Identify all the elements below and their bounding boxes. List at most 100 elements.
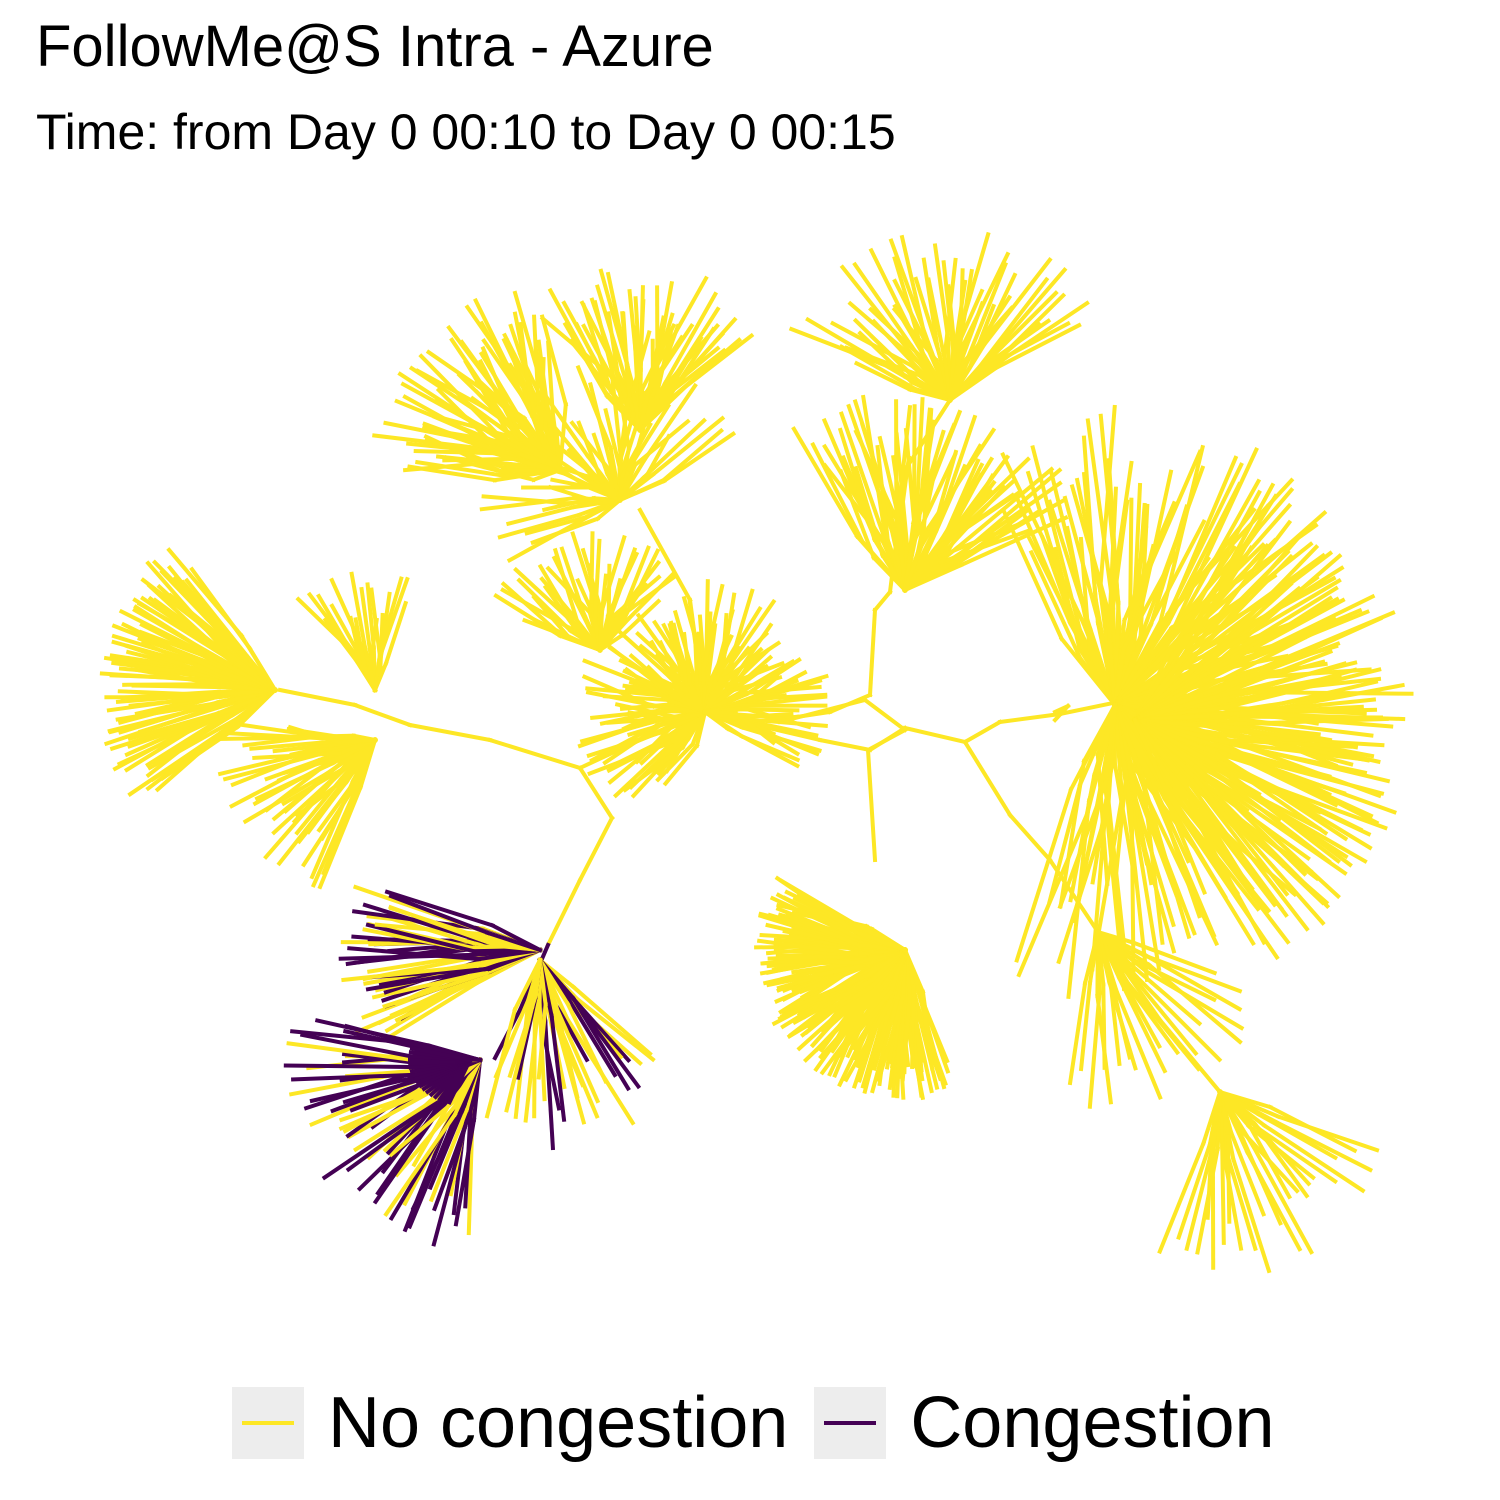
network-edge (480, 345, 525, 443)
network-edge (655, 741, 696, 783)
network-edge (836, 989, 894, 1059)
network-edge (912, 997, 940, 1091)
network-edge (952, 231, 991, 351)
legend-swatch-congestion (824, 1421, 877, 1425)
network-edge (611, 574, 662, 619)
network-edge (1203, 660, 1358, 702)
network-edge (1057, 779, 1109, 910)
network-edge (821, 988, 883, 1057)
network-edge (1181, 585, 1302, 686)
legend-key-no-congestion (232, 1387, 304, 1459)
network-edge (247, 645, 278, 693)
network-edge (1195, 1146, 1221, 1255)
network-edge (756, 938, 859, 957)
network-edge (906, 1002, 924, 1098)
network-edge (382, 970, 489, 1009)
network-edge (838, 411, 887, 541)
network-edge (133, 604, 233, 670)
network-edge (612, 741, 674, 799)
network-edge (577, 765, 615, 821)
network-edge (932, 243, 951, 342)
network-edge (1108, 976, 1133, 1060)
network-edge (926, 277, 948, 364)
network-edge (1200, 577, 1342, 665)
network-edge (117, 689, 218, 698)
network-edge (843, 998, 894, 1083)
network-edge (277, 687, 358, 708)
network-edge (384, 889, 495, 928)
network-edge (810, 441, 866, 545)
network-edge (838, 343, 918, 392)
network-edge (865, 727, 908, 753)
network-edge (1028, 549, 1083, 661)
network-edge (407, 722, 493, 743)
network-edge (1106, 499, 1130, 639)
network-edge (997, 711, 1063, 725)
network-edge (868, 247, 920, 345)
network-edge (316, 593, 355, 656)
network-edge (375, 1097, 445, 1196)
network-edge (867, 607, 878, 698)
network-edge (1047, 782, 1083, 904)
network-edge (1202, 641, 1341, 696)
network-edge (1130, 939, 1218, 976)
network-edge (1200, 1089, 1223, 1146)
network-edge (1210, 649, 1334, 700)
network-edge (791, 426, 860, 540)
network-edge (371, 971, 480, 1000)
network-edge (1132, 977, 1199, 1057)
network-edge (976, 318, 1052, 373)
network-edge (1170, 782, 1255, 892)
network-edge (641, 382, 698, 463)
network-edge (1112, 625, 1175, 708)
network-edge (435, 387, 509, 460)
network-edge (1142, 952, 1243, 1012)
network-edge (935, 492, 1016, 550)
network-edge (140, 640, 228, 680)
network-edge (592, 299, 618, 386)
network-edge (1112, 702, 1146, 779)
network-edge (732, 710, 777, 746)
network-edge (388, 1098, 458, 1158)
network-edge (853, 929, 908, 953)
network-edge (814, 980, 883, 1053)
network-edge (992, 322, 1082, 371)
network-edge (620, 311, 633, 404)
network-edge (599, 534, 627, 613)
network-edge (367, 617, 379, 671)
network-edge (1261, 1122, 1366, 1194)
network-edge (550, 477, 590, 489)
network-edge (639, 323, 677, 392)
network-edge (1224, 1150, 1258, 1252)
network-edges (99, 231, 1414, 1274)
network-edge (1215, 763, 1353, 868)
network-edge (145, 710, 234, 768)
network-edge (838, 468, 877, 561)
network-edge (632, 418, 691, 468)
network-edge (780, 973, 870, 1015)
network-edge (1250, 1143, 1315, 1255)
network-edge (1193, 519, 1293, 648)
network-edge (702, 709, 731, 732)
network-edge (839, 264, 913, 355)
network-edge (127, 708, 230, 742)
network-edge (486, 449, 567, 477)
network-edge (1192, 763, 1308, 877)
network-edge (605, 551, 640, 618)
network-edge (103, 655, 216, 677)
network-edge (379, 913, 478, 947)
network-edge (271, 765, 347, 836)
network-edge (1104, 785, 1128, 960)
network-edge (553, 1004, 601, 1104)
network-edge (708, 634, 734, 683)
network-edge (581, 302, 614, 395)
network-edge (532, 314, 541, 409)
network-edge (1176, 1141, 1213, 1241)
network-edge (650, 275, 709, 376)
network-edge (682, 332, 755, 390)
network-edge (1245, 1120, 1293, 1200)
network-edge (1014, 494, 1073, 626)
network-edge (713, 605, 763, 682)
network-edge (276, 777, 349, 867)
network-edge (287, 724, 342, 745)
